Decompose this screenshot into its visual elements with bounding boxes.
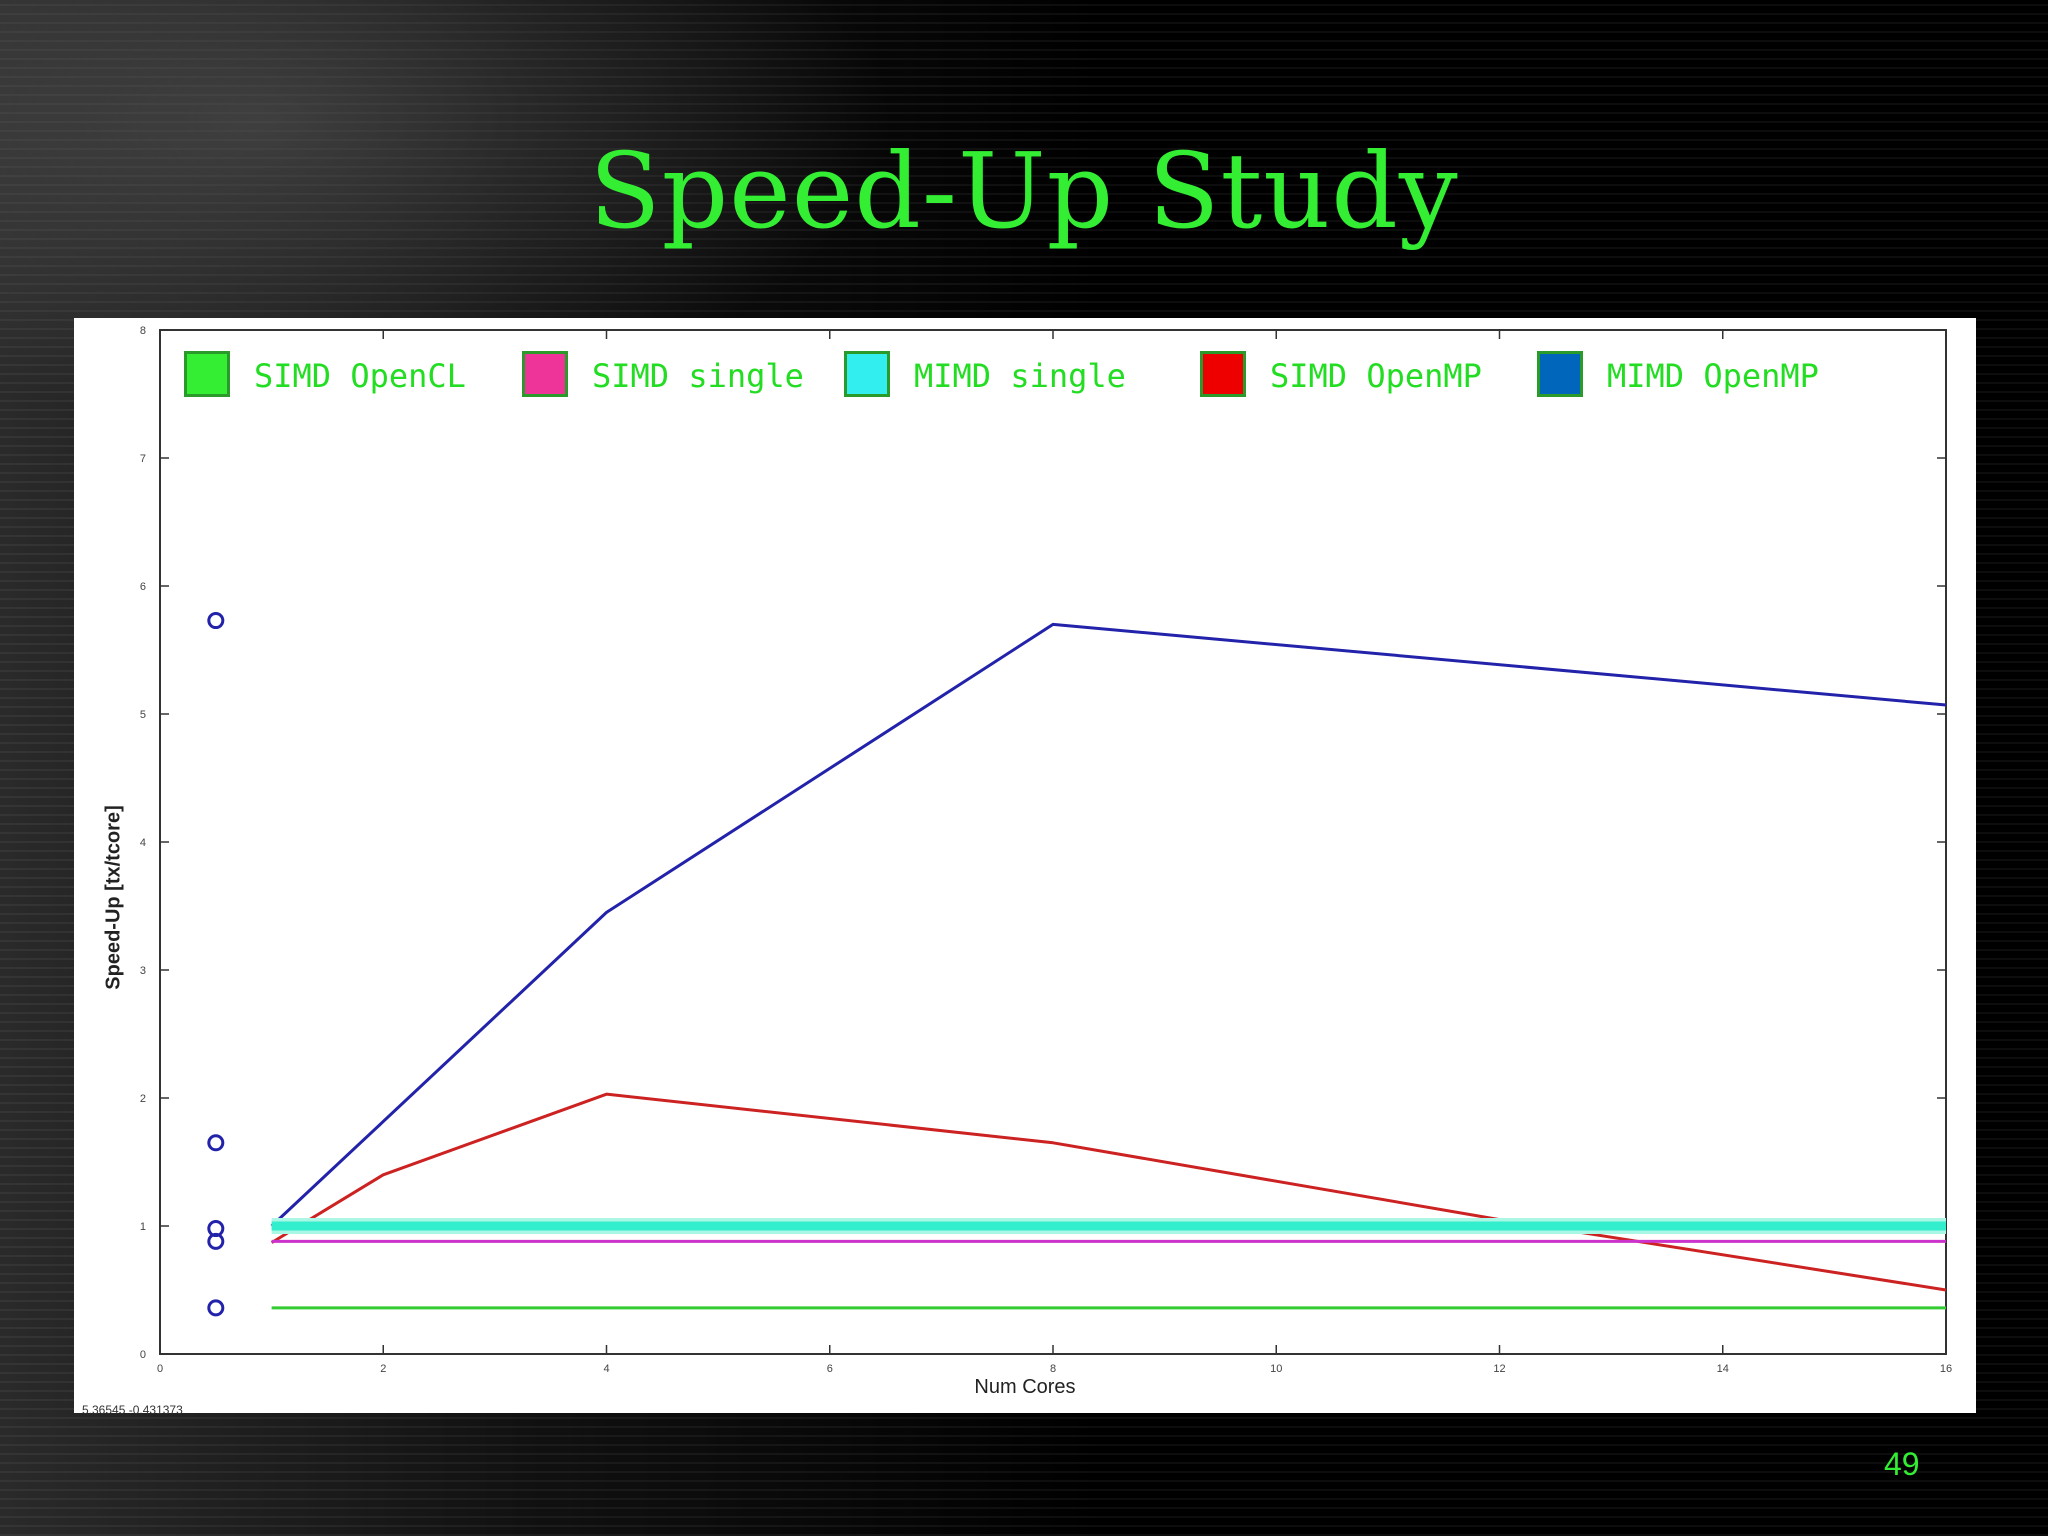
legend-label: SIMD OpenMP — [1270, 357, 1482, 395]
legend-swatch — [1200, 351, 1246, 397]
y-tick-label: 1 — [140, 1221, 146, 1233]
slide-title: Speed-Up Study — [589, 130, 1459, 252]
y-tick-label: 0 — [140, 1349, 146, 1361]
x-tick-label: 8 — [1050, 1363, 1056, 1375]
data-point-marker — [207, 612, 225, 630]
x-tick-label: 14 — [1717, 1363, 1729, 1375]
x-tick-label: 10 — [1270, 1363, 1282, 1375]
legend-label: MIMD OpenMP — [1607, 357, 1819, 395]
series-line-mimd-openmp — [270, 622, 1947, 1228]
legend-label: SIMD OpenCL — [254, 357, 466, 395]
legend-label: MIMD single — [914, 357, 1126, 395]
legend-swatch — [522, 351, 568, 397]
legend-swatch — [1537, 351, 1583, 397]
y-tick-label: 4 — [140, 837, 146, 849]
legend-swatch — [844, 351, 890, 397]
y-tick-label: 2 — [140, 1093, 146, 1105]
data-point-marker — [207, 1134, 225, 1152]
series-line-simd-openmp — [270, 1092, 1947, 1292]
x-tick-label: 0 — [157, 1363, 163, 1375]
plot-panel: 0 2 4 6 8 10 12 14 16 0 1 2 3 4 5 6 7 8 SIMD OpenCL SIMD … — [74, 318, 1976, 1417]
chart-legend: SIMD OpenCL SIMD single MIMD single SIMD… — [184, 348, 1944, 404]
x-tick-label: 6 — [827, 1363, 833, 1375]
data-point-marker — [207, 1299, 225, 1317]
x-axis-title: Num Cores — [974, 1376, 1076, 1398]
y-tick-label: 5 — [140, 709, 146, 721]
page-number: 49 — [1884, 1446, 1920, 1482]
y-tick-label: 7 — [140, 453, 146, 465]
legend-swatch — [184, 351, 230, 397]
x-tick-label: 16 — [1940, 1363, 1952, 1375]
cursor-readout: 5.36545 -0.431373 — [82, 1403, 183, 1417]
y-tick-label: 6 — [140, 581, 146, 593]
plot-frame — [159, 329, 1947, 1355]
legend-label: SIMD single — [592, 357, 804, 395]
y-tick-label: 8 — [140, 325, 146, 337]
x-tick-label: 12 — [1493, 1363, 1505, 1375]
data-point-marker — [207, 1232, 225, 1250]
y-tick-label: 3 — [140, 965, 146, 977]
y-axis-label: Speed-Up [tx/tcore] — [102, 805, 125, 990]
x-tick-label: 4 — [603, 1363, 609, 1375]
x-tick-label: 2 — [380, 1363, 386, 1375]
